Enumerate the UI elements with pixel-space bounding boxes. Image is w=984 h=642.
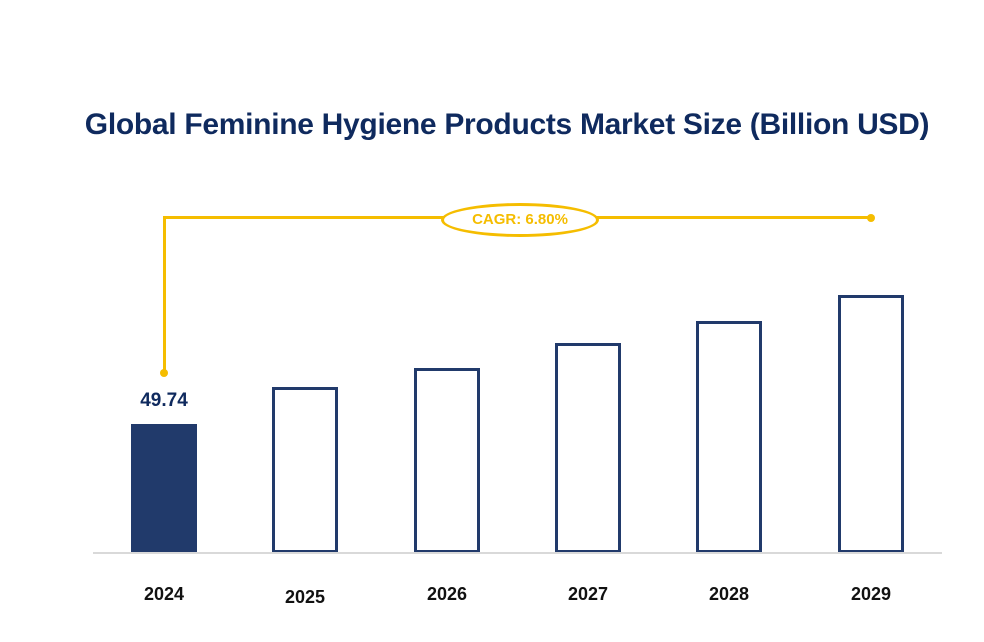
x-tick-label: 2029 [850, 584, 892, 604]
x-axis-line [93, 552, 942, 554]
cagr-start-dot [160, 369, 168, 377]
bar-2029 [838, 295, 904, 553]
bar-2024 [131, 424, 197, 553]
cagr-badge: CAGR: 6.80% [441, 203, 599, 237]
bar-2027 [555, 343, 621, 553]
cagr-connector-vertical [163, 216, 166, 373]
x-tick-label: 2024 [143, 584, 185, 604]
chart-title: Global Feminine Hygiene Products Market … [84, 108, 930, 141]
cagr-end-dot [867, 214, 875, 222]
bar-2026 [414, 368, 480, 553]
x-tick-label: 2028 [708, 584, 750, 604]
value-label: 49.74 [140, 390, 188, 411]
bar-2028 [696, 321, 762, 553]
x-tick-label: 2026 [426, 584, 468, 604]
x-tick-label: 2025 [284, 587, 326, 607]
x-tick-label: 2027 [567, 584, 609, 604]
bar-2025 [272, 387, 338, 553]
